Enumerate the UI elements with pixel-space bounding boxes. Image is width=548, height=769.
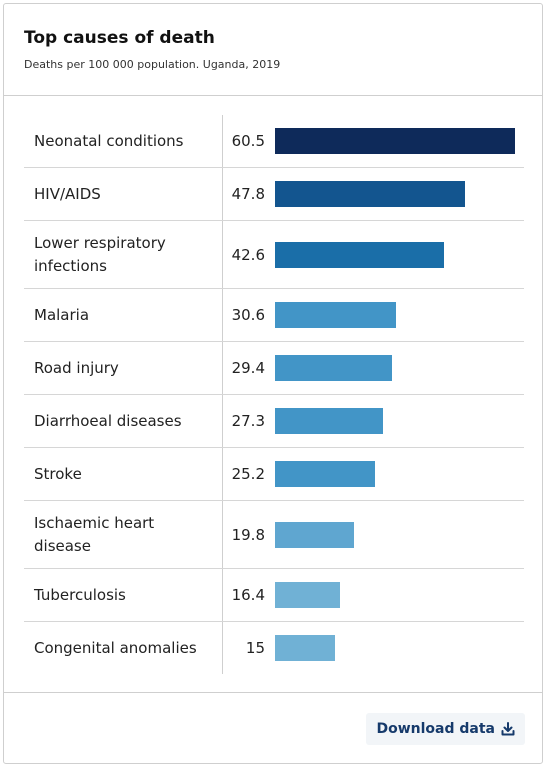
- card-footer: Download data: [4, 692, 542, 763]
- category-label: Lower respiratory infections: [34, 233, 166, 275]
- bar-row: Neonatal conditions 60.5: [24, 115, 524, 168]
- category-label: Road injury: [34, 358, 119, 377]
- category-label: HIV/AIDS: [34, 184, 101, 203]
- bar-row: HIV/AIDS 47.8: [24, 168, 524, 221]
- download-data-label: Download data: [376, 721, 495, 737]
- bar-row: Ischaemic heart disease 19.8: [24, 501, 524, 569]
- category-label: Neonatal conditions: [34, 131, 184, 150]
- category-label: Stroke: [34, 464, 82, 483]
- value-label: 60.5: [231, 132, 265, 150]
- value-label: 27.3: [231, 412, 265, 430]
- column-divider: [222, 115, 223, 167]
- bar-row: Malaria 30.6: [24, 289, 524, 342]
- value-label: 15: [245, 639, 265, 657]
- value-label: 19.8: [231, 525, 265, 544]
- column-divider: [222, 342, 223, 394]
- column-divider: [222, 501, 223, 568]
- bar: [275, 461, 375, 487]
- bar: [275, 521, 354, 548]
- card-header: Top causes of death Deaths per 100 000 p…: [4, 4, 542, 96]
- category-label: Tuberculosis: [34, 585, 126, 604]
- bar-row: Congenital anomalies 15: [24, 622, 524, 674]
- bar: [275, 181, 465, 207]
- column-divider: [222, 622, 223, 674]
- column-divider: [222, 168, 223, 220]
- bar: [275, 241, 444, 268]
- bar-row: Road injury 29.4: [24, 342, 524, 395]
- download-icon: [501, 722, 515, 736]
- column-divider: [222, 395, 223, 447]
- value-label: 29.4: [231, 359, 265, 377]
- value-label: 25.2: [231, 465, 265, 483]
- bar-row: Lower respiratory infections 42.6: [24, 221, 524, 289]
- chart-subtitle: Deaths per 100 000 population. Uganda, 2…: [24, 58, 281, 71]
- download-data-button[interactable]: Download data: [366, 713, 525, 745]
- category-label: Malaria: [34, 305, 90, 324]
- bar-row: Diarrhoeal diseases 27.3: [24, 395, 524, 448]
- chart-card: Top causes of death Deaths per 100 000 p…: [3, 3, 543, 764]
- category-label: Ischaemic heart disease: [34, 513, 155, 555]
- bar: [275, 582, 341, 608]
- column-divider: [222, 221, 223, 288]
- bar-row: Tuberculosis 16.4: [24, 569, 524, 622]
- value-label: 47.8: [231, 185, 265, 203]
- bar: [275, 408, 384, 434]
- value-label: 30.6: [231, 306, 265, 324]
- chart-title: Top causes of death: [24, 28, 215, 48]
- bar: [275, 635, 335, 661]
- column-divider: [222, 448, 223, 500]
- bar: [275, 302, 397, 328]
- column-divider: [222, 569, 223, 621]
- value-label: 42.6: [231, 245, 265, 264]
- column-divider: [222, 289, 223, 341]
- bar: [275, 355, 392, 381]
- category-label: Congenital anomalies: [34, 638, 197, 657]
- bar-row: Stroke 25.2: [24, 448, 524, 501]
- value-label: 16.4: [231, 586, 265, 604]
- bar: [275, 128, 515, 154]
- category-label: Diarrhoeal diseases: [34, 411, 182, 430]
- bar-chart-table: Neonatal conditions 60.5 HIV/AIDS 47.8 Lower…: [24, 115, 524, 674]
